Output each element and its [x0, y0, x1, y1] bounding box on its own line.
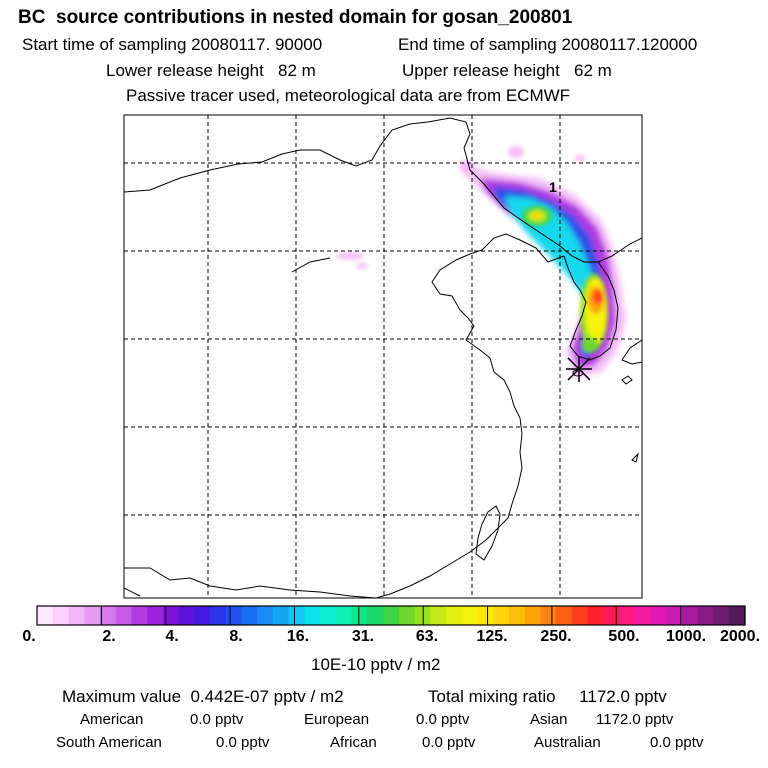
- colorbar-swatch: [194, 606, 211, 625]
- colorbar-swatch: [524, 606, 542, 625]
- colorbar-swatch: [556, 606, 573, 625]
- colorbar-swatch: [351, 606, 368, 625]
- colorbar-swatch: [335, 606, 353, 625]
- colorbar-swatch: [571, 606, 589, 625]
- region-value: 0.0 pptv: [216, 734, 270, 751]
- colorbar: [37, 606, 746, 625]
- region-value: 0.0 pptv: [650, 734, 704, 751]
- colorbar-tick: 63.: [415, 628, 439, 645]
- colorbar-tick: 125.: [476, 628, 508, 645]
- colorbar-swatch: [320, 606, 337, 625]
- colorbar-swatch: [398, 606, 416, 625]
- colorbar-swatch: [634, 606, 652, 625]
- region-value: 0.0 pptv: [416, 711, 470, 728]
- upper-release-label: Upper release height 62 m: [402, 61, 612, 80]
- colorbar-tick: 2.: [102, 628, 116, 645]
- colorbar-swatch: [241, 606, 258, 625]
- colorbar-tick: 31.: [351, 628, 375, 645]
- colorbar-unit: 10E-10 pptv / m2: [311, 655, 441, 674]
- colorbar-swatch: [225, 606, 243, 625]
- lower-release-label: Lower release height 82 m: [106, 61, 316, 80]
- colorbar-swatch: [461, 606, 479, 625]
- trajectory-label: 1: [549, 179, 557, 195]
- region-value: 0.0 pptv: [422, 734, 476, 751]
- colorbar-swatch: [446, 606, 463, 625]
- receptor-marker: [566, 356, 592, 382]
- colorbar-tick: 16.: [286, 628, 310, 645]
- colorbar-swatch: [509, 606, 526, 625]
- colorbar-swatch: [713, 606, 730, 625]
- plot-title: BC source contributions in nested domain…: [18, 7, 573, 28]
- region-name: European: [304, 711, 370, 728]
- colorbar-swatch: [367, 606, 384, 625]
- maximum-value: Maximum value 0.442E-07 pptv / m2: [62, 687, 344, 706]
- colorbar-swatch: [666, 606, 683, 625]
- colorbar-tick: 2000.: [719, 628, 761, 645]
- colorbar-swatch: [383, 606, 400, 625]
- colorbar-tick: 500.: [608, 628, 640, 645]
- colorbar-swatch: [603, 606, 620, 625]
- colorbar-swatch: [304, 606, 321, 625]
- start-time-label: Start time of sampling 20080117. 90000: [22, 35, 323, 54]
- region-name: Australian: [534, 734, 601, 751]
- colorbar-swatch: [430, 606, 447, 625]
- colorbar-swatch: [52, 606, 70, 625]
- colorbar-swatch: [540, 606, 557, 625]
- grid-lines: [124, 115, 642, 598]
- colorbar-swatch: [147, 606, 164, 625]
- region-value: 0.0 pptv: [190, 711, 244, 728]
- colorbar-swatch: [729, 606, 746, 625]
- concentration-plume: [336, 146, 626, 378]
- map-area: 1: [124, 115, 642, 598]
- region-name: African: [330, 734, 377, 751]
- colorbar-tick: 250.: [540, 628, 572, 645]
- colorbar-swatch: [99, 606, 117, 625]
- tracer-note: Passive tracer used, meteorological data…: [126, 86, 571, 105]
- region-name: South American: [56, 734, 162, 751]
- colorbar-tick: 0.: [22, 628, 36, 645]
- end-time-label: End time of sampling 20080117.120000: [398, 35, 698, 54]
- colorbar-swatch: [650, 606, 667, 625]
- colorbar-swatch: [697, 606, 715, 625]
- colorbar-tick: 4.: [165, 628, 179, 645]
- map-frame: [123, 114, 643, 599]
- colorbar-swatch: [493, 606, 510, 625]
- colorbar-tick: 8.: [229, 628, 243, 645]
- colorbar-swatch: [84, 606, 101, 625]
- colorbar-swatch: [162, 606, 180, 625]
- colorbar-swatch: [68, 606, 85, 625]
- region-name: American: [80, 711, 144, 728]
- colorbar-swatch: [477, 606, 494, 625]
- region-name: Asian: [530, 711, 568, 728]
- colorbar-swatch: [115, 606, 132, 625]
- colorbar-swatch: [619, 606, 636, 625]
- colorbar-swatch: [131, 606, 148, 625]
- colorbar-tick: 1000.: [665, 628, 707, 645]
- colorbar-swatch: [288, 606, 306, 625]
- region-value: 1172.0 pptv: [596, 711, 674, 728]
- colorbar-swatch: [587, 606, 604, 625]
- colorbar-swatch: [257, 606, 274, 625]
- colorbar-swatch: [273, 606, 290, 625]
- colorbar-swatch: [682, 606, 699, 625]
- colorbar-swatch: [178, 606, 195, 625]
- colorbar-swatch: [210, 606, 227, 625]
- total-mixing-ratio: Total mixing ratio 1172.0 pptv: [428, 687, 667, 706]
- colorbar-frame: [36, 605, 746, 626]
- colorbar-swatch: [37, 606, 54, 625]
